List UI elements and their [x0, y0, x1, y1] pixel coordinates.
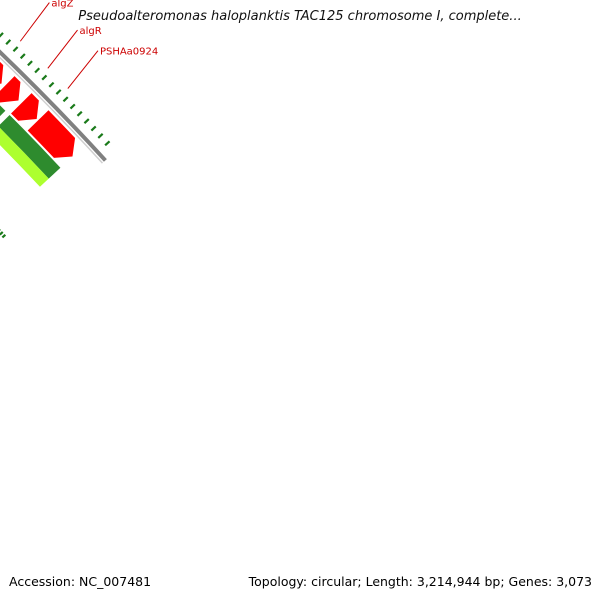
- backbone-ring: [0, 49, 107, 162]
- outer-scale-tick: [0, 32, 4, 38]
- topology-summary: Topology: circular; Length: 3,214,944 bp…: [248, 574, 592, 589]
- backbone-ring-shadow: [0, 56, 104, 164]
- outer-scale-tick: [62, 96, 69, 103]
- gene-label-leader: [19, 2, 50, 42]
- outer-scale-tick: [69, 103, 76, 110]
- outer-scale-tick: [19, 53, 26, 60]
- cds-forward-feature: [0, 61, 4, 84]
- outer-scale-tick: [12, 46, 19, 53]
- gene-label-leader: [67, 50, 99, 89]
- outer-scale-tick: [104, 140, 111, 147]
- map-title: Pseudoalteromonas haloplanktis TAC125 ch…: [78, 9, 522, 24]
- outer-scale-tick: [55, 89, 62, 95]
- cds-forward-feature: [27, 110, 76, 158]
- outer-scale-tick: [41, 74, 48, 81]
- outer-scale-tick: [97, 133, 104, 139]
- outer-scale-tick: [83, 118, 90, 124]
- outer-scale-tick: [76, 110, 83, 117]
- accession-label: Accession: NC_007481: [9, 574, 152, 589]
- feature-ring-2-segment: [0, 105, 6, 117]
- gene-label-pshaa0924: PSHAa0924: [100, 47, 158, 58]
- feature-ring-2-segment: [0, 114, 61, 179]
- scale-minor-tick: [0, 231, 4, 236]
- gene-label-algr: algR: [80, 26, 102, 37]
- outer-scale-tick: [5, 39, 12, 46]
- gene-label-leader: [0, 0, 13, 8]
- cds-forward-feature: [11, 93, 39, 121]
- outer-scale-tick: [27, 60, 33, 67]
- cds-forward-feature: [0, 76, 21, 103]
- gene-label-leader: [47, 29, 78, 69]
- gene-label-algz: algZ: [51, 0, 73, 10]
- scale-minor-tick: [1, 233, 7, 239]
- outer-scale-tick: [48, 81, 55, 88]
- feature-ring-3-segment: [0, 128, 49, 187]
- outer-scale-tick: [34, 67, 41, 74]
- outer-scale-tick: [90, 125, 97, 132]
